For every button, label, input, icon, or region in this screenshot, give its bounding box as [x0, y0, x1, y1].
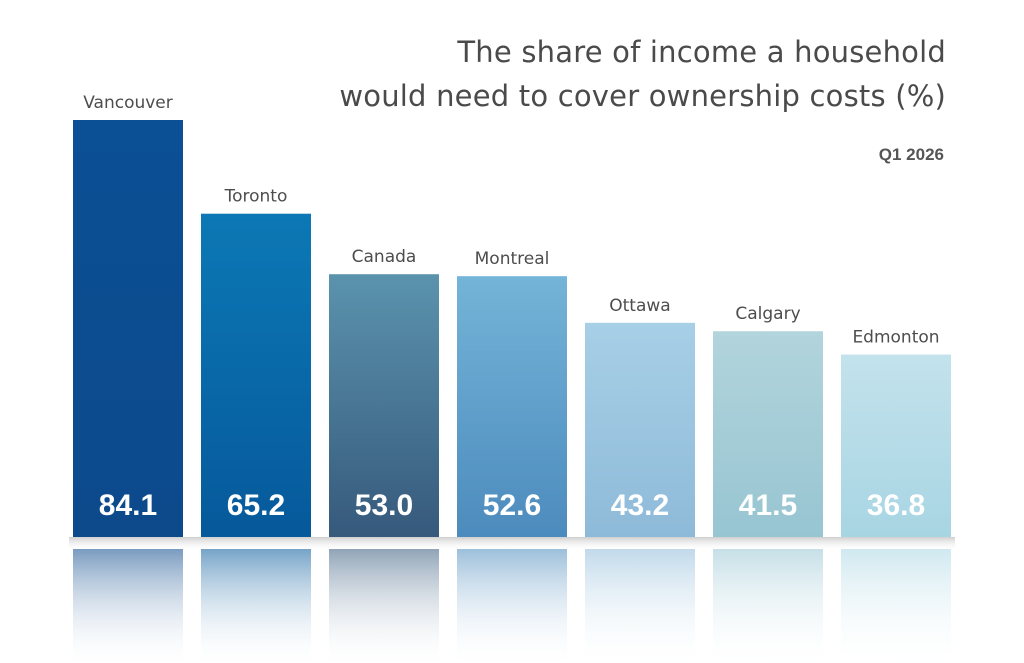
chart-title: The share of income a household would ne…	[339, 30, 946, 118]
bar-reflection-edmonton	[841, 549, 951, 663]
value-label-calgary: 41.5	[739, 489, 797, 522]
value-label-ottawa: 43.2	[611, 489, 669, 522]
bar-montreal	[457, 276, 567, 537]
bar-reflection-calgary	[713, 549, 823, 663]
category-label-toronto: Toronto	[224, 187, 288, 207]
value-label-montreal: 52.6	[483, 489, 541, 522]
bar-reflection-canada	[329, 549, 439, 663]
category-label-montreal: Montreal	[475, 249, 550, 269]
chart-title-line-2: would need to cover ownership costs (%)	[339, 79, 946, 113]
category-label-canada: Canada	[352, 247, 417, 267]
bar-reflection-toronto	[201, 549, 311, 663]
category-label-ottawa: Ottawa	[609, 296, 670, 316]
value-label-vancouver: 84.1	[99, 489, 157, 522]
category-label-vancouver: Vancouver	[83, 93, 173, 113]
bar-reflection-montreal	[457, 549, 567, 663]
value-label-toronto: 65.2	[227, 489, 285, 522]
bar-reflection-vancouver	[73, 549, 183, 663]
category-label-calgary: Calgary	[735, 304, 800, 324]
bar-edmonton	[841, 354, 951, 537]
chart-subtitle: Q1 2026	[878, 145, 944, 164]
bar-vancouver	[73, 120, 183, 537]
bar-reflection-ottawa	[585, 549, 695, 663]
category-label-edmonton: Edmonton	[852, 328, 939, 348]
chart-title-line-1: The share of income a household	[457, 35, 946, 69]
floor-shadow	[69, 537, 955, 551]
bar-calgary	[713, 331, 823, 537]
bar-toronto	[201, 213, 311, 537]
bar-canada	[329, 274, 439, 537]
value-label-edmonton: 36.8	[867, 489, 925, 522]
value-label-canada: 53.0	[355, 489, 413, 522]
bar-ottawa	[585, 322, 695, 537]
